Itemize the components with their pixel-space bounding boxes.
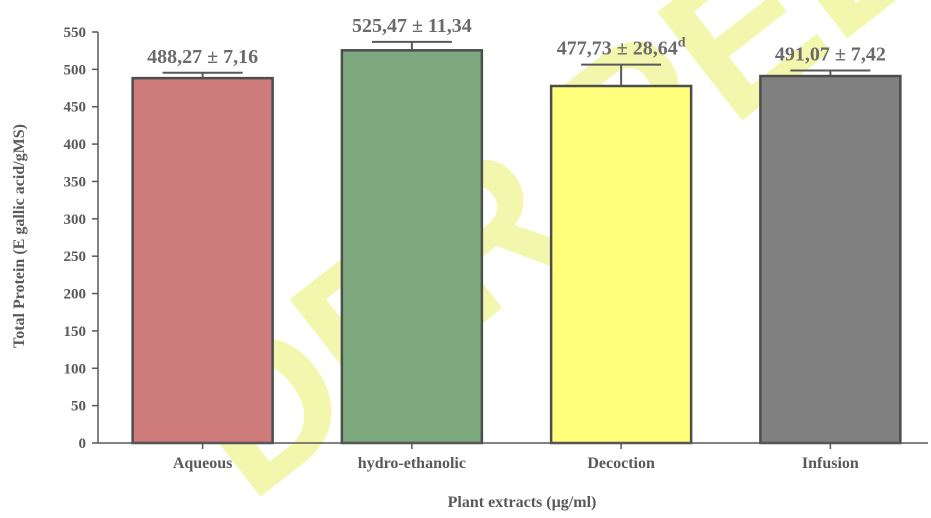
y-tick-label: 550: [64, 25, 87, 41]
y-tick-label: 150: [64, 324, 87, 340]
data-label: 477,73 ± 28,64d: [557, 36, 686, 60]
data-label: 491,07 ± 7,42: [775, 43, 886, 65]
x-tick-label: hydro-ethanolic: [358, 455, 466, 472]
data-label-superscript: d: [678, 36, 686, 51]
y-tick-label: 300: [64, 212, 87, 228]
y-ticks-group: 0 50 100 150 200 250 300 350 400 450 500 550: [64, 25, 98, 452]
x-tick-label: Decoction: [587, 455, 655, 472]
y-tick-label: 450: [64, 100, 87, 116]
x-tick-label: Aqueous: [173, 455, 233, 472]
x-axis-title: Plant extracts (µg/ml): [448, 494, 597, 511]
bar-infusion: [759, 74, 902, 445]
data-labels-group: 488,27 ± 7,16 525,47 ± 11,34 477,73 ± 28,6…: [147, 15, 886, 68]
bar-hydro-ethanolic: [340, 49, 484, 445]
bar-decoction: [549, 84, 693, 445]
y-axis-title: Total Protein (E gallic acid/gMS): [11, 124, 28, 348]
y-tick-label: 50: [71, 399, 86, 415]
bars-group: [131, 49, 902, 445]
y-tick-label: 500: [64, 62, 87, 78]
axes-group: [97, 32, 928, 444]
bar-aqueous: [131, 76, 274, 445]
y-tick-label: 0: [79, 436, 87, 452]
y-tick-label: 400: [64, 137, 87, 153]
x-ticks-group: Aqueous hydro-ethanolic Decoction Infusion: [173, 443, 859, 472]
y-tick-label: 250: [64, 249, 87, 265]
y-tick-label: 100: [64, 361, 87, 377]
y-tick-label: 200: [64, 287, 87, 303]
data-label: 488,27 ± 7,16: [147, 46, 258, 68]
error-bars-group: [162, 40, 871, 87]
y-tick-label: 350: [64, 174, 87, 190]
x-tick-label: Infusion: [802, 455, 859, 472]
data-label: 525,47 ± 11,34: [352, 15, 472, 37]
